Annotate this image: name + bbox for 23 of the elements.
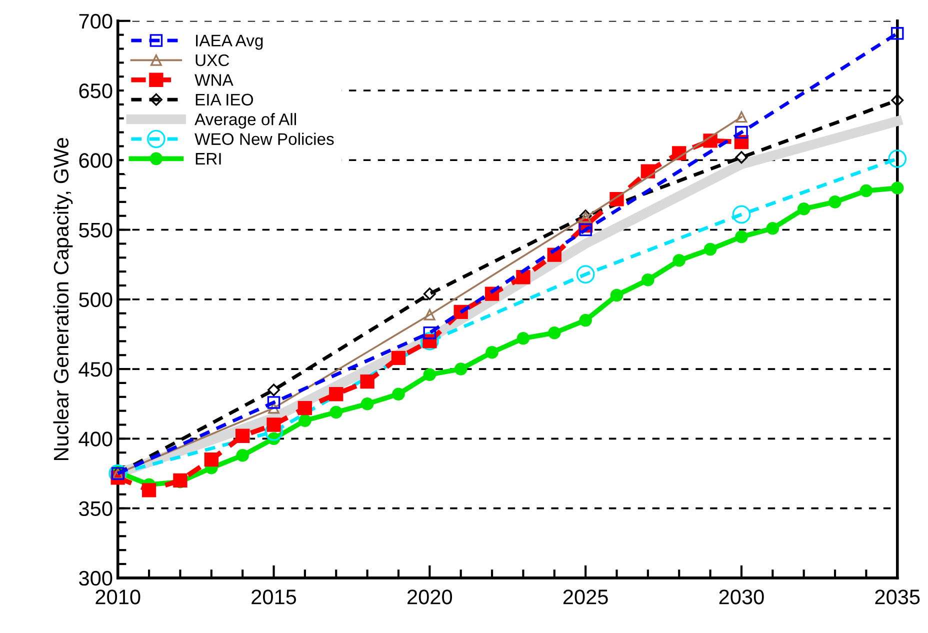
y-tick-label: 300 [79, 570, 112, 586]
x-tick-label: 2015 [252, 590, 296, 604]
x-tick-label: 2030 [719, 590, 764, 604]
x-tick-label: 2010 [96, 590, 140, 604]
y-tick-label: 650 [79, 84, 112, 98]
legend-label: EIA IEO [196, 94, 254, 106]
legend-label: WEO New Policies [194, 132, 334, 145]
y-axis-title: Nuclear Generation Capacity, GWe [53, 138, 73, 460]
x-tick-label: 2020 [408, 590, 452, 604]
y-tick-label: 500 [79, 292, 112, 308]
y-tick-label: 400 [78, 432, 112, 446]
legend-label: UXC [196, 54, 230, 66]
legend-label: WNA [194, 74, 234, 86]
legend-label: Average of All [194, 113, 296, 129]
y-tick-label: 550 [79, 222, 112, 238]
x-tick-label: 2025 [563, 590, 608, 604]
legend-label: ERI [196, 153, 221, 165]
y-tick-label: 600 [79, 153, 112, 168]
y-tick-label: 700 [79, 14, 112, 29]
x-tick-label: 2035 [875, 590, 920, 604]
legend-label: IAEA Avg [196, 34, 263, 50]
y-tick-label: 450 [78, 362, 112, 377]
y-tick-label: 350 [79, 501, 112, 516]
